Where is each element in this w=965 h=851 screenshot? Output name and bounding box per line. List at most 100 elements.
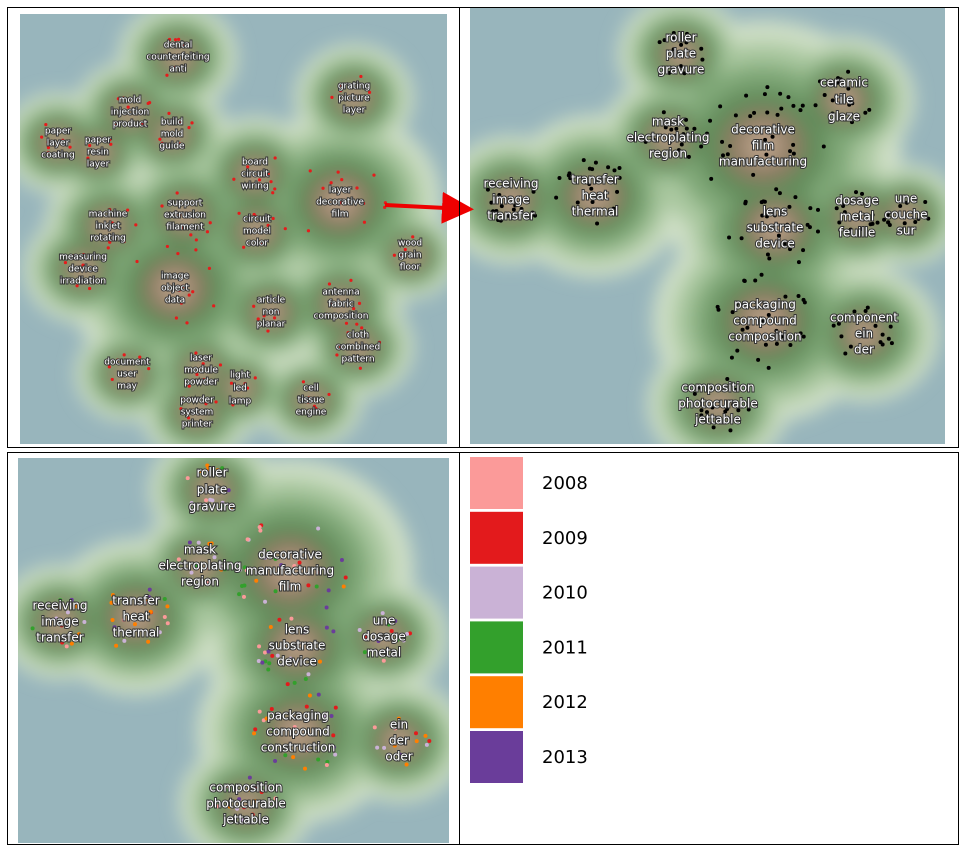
document-dot: [260, 242, 264, 247]
document-dot: [835, 76, 840, 81]
legend-swatch: [470, 566, 523, 619]
document-dot: [82, 253, 86, 257]
cluster-label: manufacturing: [246, 564, 334, 578]
document-dot: [271, 310, 275, 314]
document-dot: [360, 326, 364, 330]
cluster-label: jettable: [222, 813, 269, 827]
cluster-label: device: [755, 237, 794, 251]
cluster-label: system: [181, 408, 214, 418]
document-dot: [61, 138, 65, 142]
document-dot: [240, 584, 245, 589]
document-dot: [62, 635, 67, 640]
document-dot: [187, 384, 191, 388]
document-dot: [194, 248, 198, 252]
document-dot: [704, 410, 709, 415]
cluster-label: resin: [87, 148, 109, 158]
document-dot: [63, 260, 68, 265]
cluster-label: object: [161, 284, 189, 294]
document-dot: [835, 80, 840, 85]
document-dot: [843, 351, 848, 356]
document-dot: [531, 189, 536, 194]
document-dot: [359, 74, 363, 79]
document-dot: [78, 278, 82, 282]
document-dot: [878, 340, 883, 345]
document-dot: [796, 260, 801, 265]
cluster-label: gravure: [658, 63, 705, 77]
document-dot: [593, 160, 598, 165]
document-dot: [198, 565, 203, 570]
document-dot: [869, 199, 874, 204]
cluster-label: inkjet: [96, 222, 121, 232]
cluster-label: product: [113, 120, 148, 130]
document-dot: [684, 48, 689, 53]
document-dot: [847, 102, 852, 107]
document-dot: [791, 142, 796, 147]
document-dot: [119, 213, 123, 217]
document-dot: [256, 658, 261, 663]
document-dot: [581, 158, 586, 163]
cluster-label: transfer: [36, 631, 83, 645]
document-dot: [326, 588, 331, 593]
document-dot: [141, 121, 145, 125]
document-dot: [324, 605, 329, 610]
document-dot: [202, 378, 206, 382]
terrain-level: [115, 363, 139, 385]
document-dot: [231, 403, 235, 407]
document-dot: [306, 583, 311, 588]
document-dot: [292, 724, 297, 729]
cluster-label: color: [246, 239, 268, 249]
cluster-label: injection: [111, 108, 149, 118]
cluster-label: metal: [367, 646, 401, 660]
document-dot: [74, 604, 79, 609]
document-dot: [187, 293, 191, 297]
document-dot: [372, 725, 377, 730]
cluster-label: layer: [87, 160, 110, 170]
cluster-label: wiring: [241, 182, 268, 192]
document-dot: [341, 584, 346, 589]
document-dot: [144, 597, 149, 602]
document-dot: [798, 331, 803, 336]
terrain-level: [244, 219, 270, 243]
document-dot: [291, 755, 296, 760]
document-dot: [306, 642, 311, 647]
document-dot: [303, 676, 308, 681]
terrain-level: [894, 203, 918, 227]
document-dot: [725, 152, 730, 157]
cluster-label: couche: [884, 208, 927, 222]
cluster-label: substrate: [269, 639, 326, 653]
terrain-level: [199, 478, 225, 502]
document-dot: [206, 565, 211, 570]
document-dot: [292, 680, 297, 685]
document-dot: [882, 217, 887, 222]
document-dot: [273, 589, 278, 594]
cluster-label: may: [117, 382, 137, 392]
document-dot: [227, 804, 232, 809]
document-dot: [205, 230, 210, 234]
cluster-label: feuille: [839, 226, 876, 240]
document-dot: [333, 705, 338, 710]
document-dot: [189, 570, 194, 575]
document-dot: [890, 317, 895, 322]
document-dot: [297, 560, 302, 565]
cluster-label: image: [41, 615, 78, 629]
document-dot: [760, 213, 765, 218]
document-dot: [859, 334, 864, 339]
terrain-level: [258, 300, 284, 324]
document-dot: [651, 137, 656, 142]
document-dot: [261, 718, 266, 723]
legend-swatch: [470, 457, 523, 509]
document-dot: [212, 555, 217, 560]
document-dot: [692, 126, 697, 131]
document-dot: [787, 204, 792, 209]
document-dot: [411, 235, 415, 239]
document-dot: [734, 387, 739, 392]
document-dot: [114, 643, 119, 648]
document-dot: [176, 557, 181, 562]
terrain-level: [299, 389, 323, 411]
document-dot: [765, 85, 770, 90]
document-dot: [888, 324, 893, 329]
document-dot: [679, 42, 684, 47]
document-dot: [158, 137, 162, 141]
document-dot: [705, 131, 710, 136]
